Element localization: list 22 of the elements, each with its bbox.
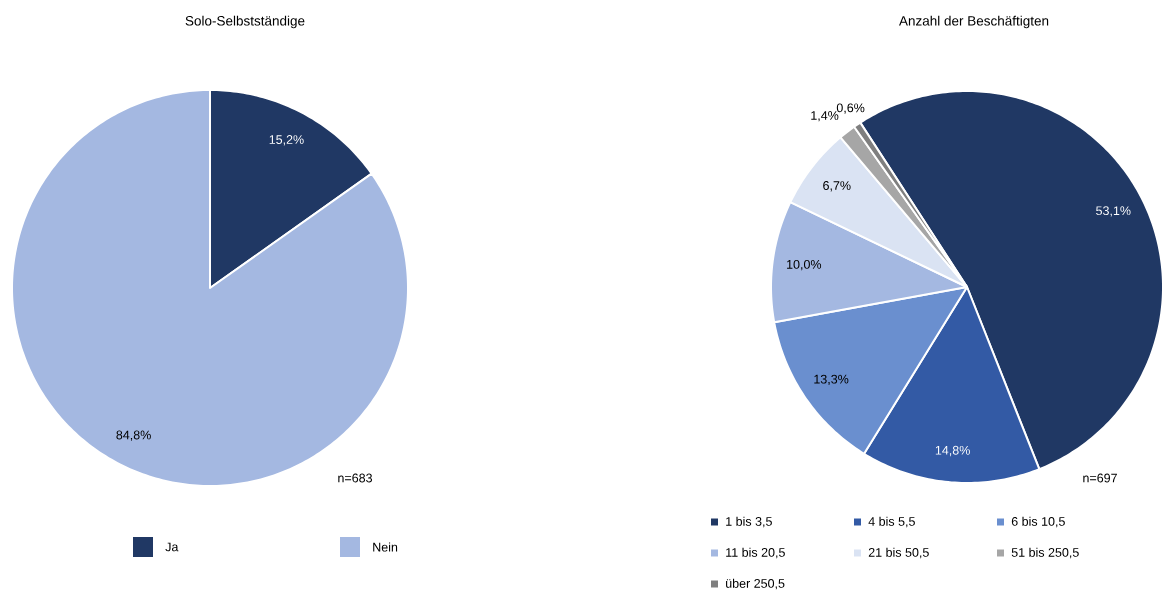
legend-label: 51 bis 250,5: [1011, 547, 1079, 559]
data-label: 53,1%: [1096, 206, 1131, 217]
chart-title: Anzahl der Beschäftigten: [899, 15, 1049, 29]
legend-label: 1 bis 3,5: [726, 516, 772, 528]
data-label: 6,7%: [823, 181, 851, 192]
data-label: 15,2%: [269, 135, 304, 146]
legend-label: 11 bis 20,5: [726, 547, 785, 559]
data-label: 13,3%: [814, 374, 849, 386]
chart-title: Solo-Selbstständige: [185, 15, 305, 29]
legend-label: 4 bis 5,5: [868, 516, 915, 528]
data-label: 1,4%: [811, 111, 839, 122]
legend-label: Ja: [165, 542, 179, 552]
legend-label: 6 bis 10,5: [1011, 516, 1065, 528]
data-label: 14,8%: [935, 445, 970, 457]
legend-label: über 250,5: [726, 578, 785, 590]
data-label: 0,6%: [836, 103, 865, 114]
legend-label: 21 bis 50,5: [868, 547, 929, 559]
data-label: 10,0%: [787, 259, 822, 271]
text: n=683: [338, 473, 373, 483]
legend-label: Nein: [373, 542, 398, 552]
text: n=697: [1083, 473, 1117, 483]
data-label: 84,8%: [116, 430, 151, 441]
